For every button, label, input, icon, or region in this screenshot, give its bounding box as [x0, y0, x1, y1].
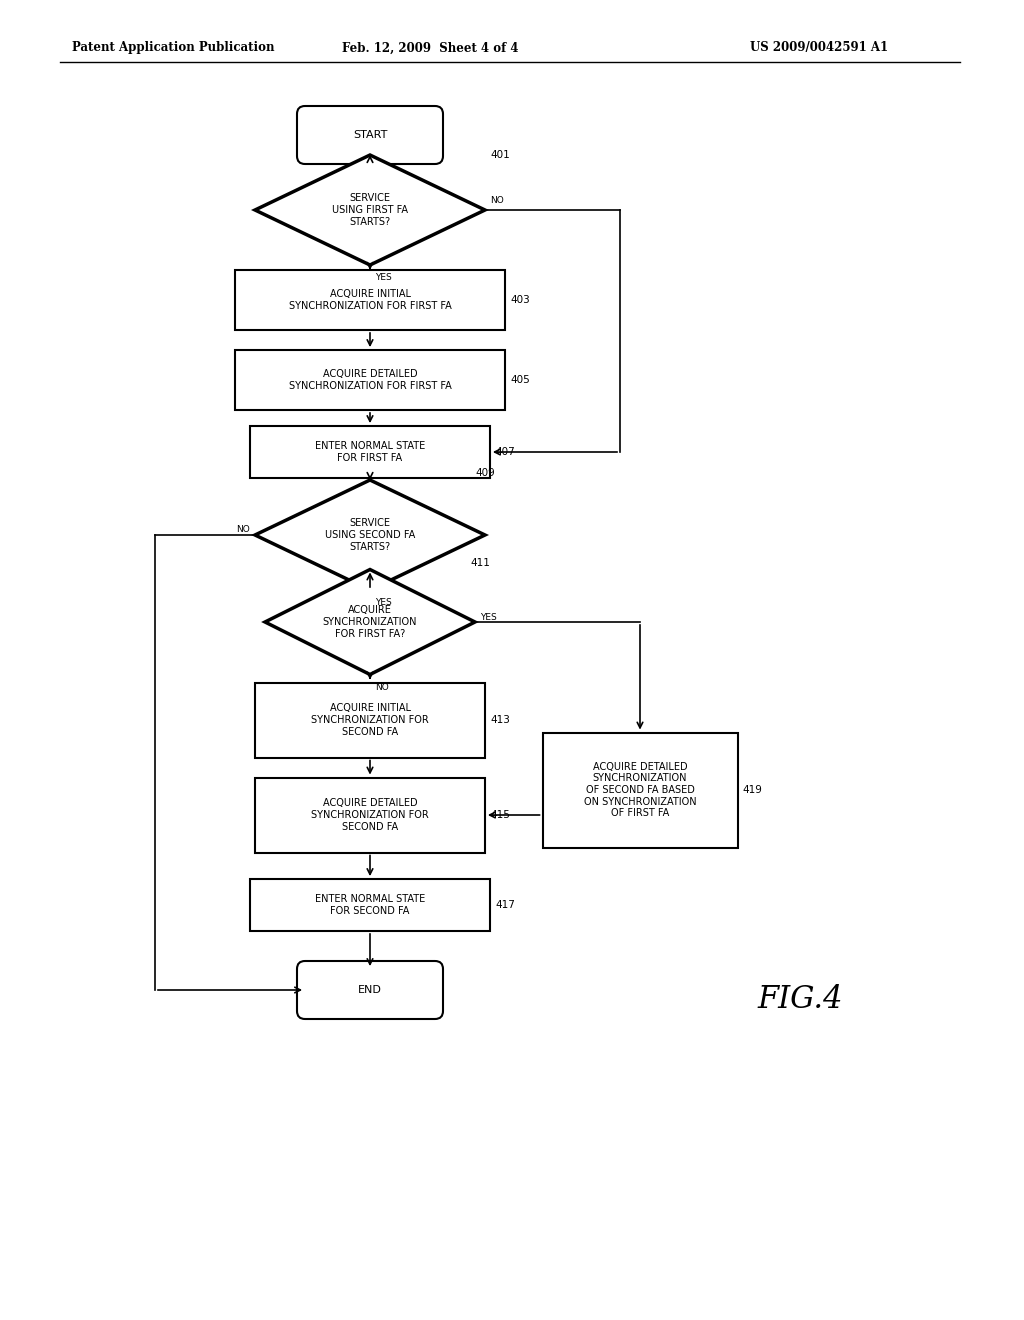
- Text: END: END: [358, 985, 382, 995]
- Text: YES: YES: [480, 612, 497, 622]
- Text: ACQUIRE DETAILED
SYNCHRONIZATION FOR FIRST FA: ACQUIRE DETAILED SYNCHRONIZATION FOR FIR…: [289, 370, 452, 391]
- Text: NO: NO: [237, 525, 250, 535]
- Polygon shape: [255, 154, 485, 265]
- Text: YES: YES: [375, 598, 392, 607]
- Text: YES: YES: [375, 273, 392, 282]
- FancyBboxPatch shape: [297, 106, 443, 164]
- Text: ACQUIRE DETAILED
SYNCHRONIZATION FOR
SECOND FA: ACQUIRE DETAILED SYNCHRONIZATION FOR SEC…: [311, 799, 429, 832]
- Text: 401: 401: [490, 150, 510, 160]
- Text: NO: NO: [490, 195, 504, 205]
- Bar: [234, 350, 505, 411]
- Bar: [234, 271, 505, 330]
- Text: US 2009/0042591 A1: US 2009/0042591 A1: [750, 41, 888, 54]
- Text: 415: 415: [490, 810, 510, 820]
- Text: SERVICE
USING SECOND FA
STARTS?: SERVICE USING SECOND FA STARTS?: [325, 519, 415, 552]
- Text: ACQUIRE INITIAL
SYNCHRONIZATION FOR
SECOND FA: ACQUIRE INITIAL SYNCHRONIZATION FOR SECO…: [311, 704, 429, 737]
- Text: 407: 407: [495, 447, 515, 457]
- Bar: [255, 777, 485, 853]
- Text: 417: 417: [495, 900, 515, 909]
- Text: 419: 419: [742, 785, 763, 795]
- Text: Patent Application Publication: Patent Application Publication: [72, 41, 274, 54]
- Text: FIG.4: FIG.4: [758, 985, 843, 1015]
- Text: ACQUIRE DETAILED
SYNCHRONIZATION
OF SECOND FA BASED
ON SYNCHRONIZATION
OF FIRST : ACQUIRE DETAILED SYNCHRONIZATION OF SECO…: [584, 762, 696, 818]
- Text: Feb. 12, 2009  Sheet 4 of 4: Feb. 12, 2009 Sheet 4 of 4: [342, 41, 518, 54]
- Bar: [543, 733, 737, 847]
- Polygon shape: [265, 569, 475, 675]
- Text: ACQUIRE INITIAL
SYNCHRONIZATION FOR FIRST FA: ACQUIRE INITIAL SYNCHRONIZATION FOR FIRS…: [289, 289, 452, 310]
- Polygon shape: [255, 480, 485, 590]
- Text: 403: 403: [510, 294, 529, 305]
- Text: ENTER NORMAL STATE
FOR SECOND FA: ENTER NORMAL STATE FOR SECOND FA: [314, 894, 425, 916]
- Text: NO: NO: [375, 682, 389, 692]
- Bar: [255, 682, 485, 758]
- Text: SERVICE
USING FIRST FA
STARTS?: SERVICE USING FIRST FA STARTS?: [332, 194, 408, 227]
- Text: 411: 411: [470, 557, 489, 568]
- Text: START: START: [353, 129, 387, 140]
- Text: 413: 413: [490, 715, 510, 725]
- Text: 405: 405: [510, 375, 529, 385]
- Bar: [250, 879, 490, 931]
- FancyBboxPatch shape: [297, 961, 443, 1019]
- Bar: [250, 426, 490, 478]
- Text: ACQUIRE
SYNCHRONIZATION
FOR FIRST FA?: ACQUIRE SYNCHRONIZATION FOR FIRST FA?: [323, 606, 417, 639]
- Text: ENTER NORMAL STATE
FOR FIRST FA: ENTER NORMAL STATE FOR FIRST FA: [314, 441, 425, 463]
- Text: 409: 409: [475, 469, 495, 478]
